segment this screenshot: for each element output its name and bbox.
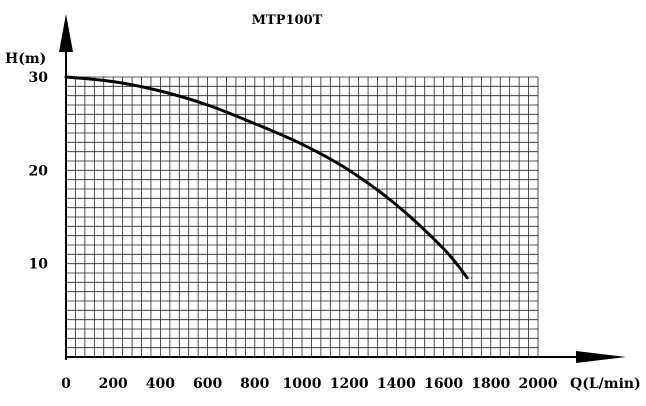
x-tick-labels: 0 200 400 600 800 1000 1200 1400 1600 1800 2000 <box>61 376 558 392</box>
x-tick-label: 2000 <box>519 376 558 392</box>
chart-title: MTP100T <box>252 13 323 28</box>
y-axis-arrow <box>59 14 73 52</box>
series-line <box>64 75 469 280</box>
y-tick-label: 20 <box>29 163 49 179</box>
axes <box>59 14 626 363</box>
y-tick-labels: 10 20 30 <box>29 70 49 273</box>
series-group <box>64 75 469 280</box>
x-tick-label: 0 <box>61 376 71 392</box>
x-tick-label: 200 <box>99 376 128 392</box>
x-tick-label: 400 <box>146 376 175 392</box>
y-axis-label: H(m) <box>5 51 46 67</box>
x-tick-label: 1600 <box>424 376 463 392</box>
y-tick-label: 10 <box>29 257 49 273</box>
x-tick-label: 1800 <box>471 376 510 392</box>
y-tick-label: 30 <box>29 70 49 86</box>
x-axis-label: Q(L/min) <box>570 376 641 392</box>
grid <box>65 76 539 358</box>
x-tick-label: 600 <box>193 376 222 392</box>
x-tick-label: 1000 <box>283 376 322 392</box>
x-axis-arrow <box>576 351 626 363</box>
x-tick-label: 1200 <box>330 376 369 392</box>
x-tick-label: 800 <box>240 376 269 392</box>
x-tick-label: 1400 <box>377 376 416 392</box>
